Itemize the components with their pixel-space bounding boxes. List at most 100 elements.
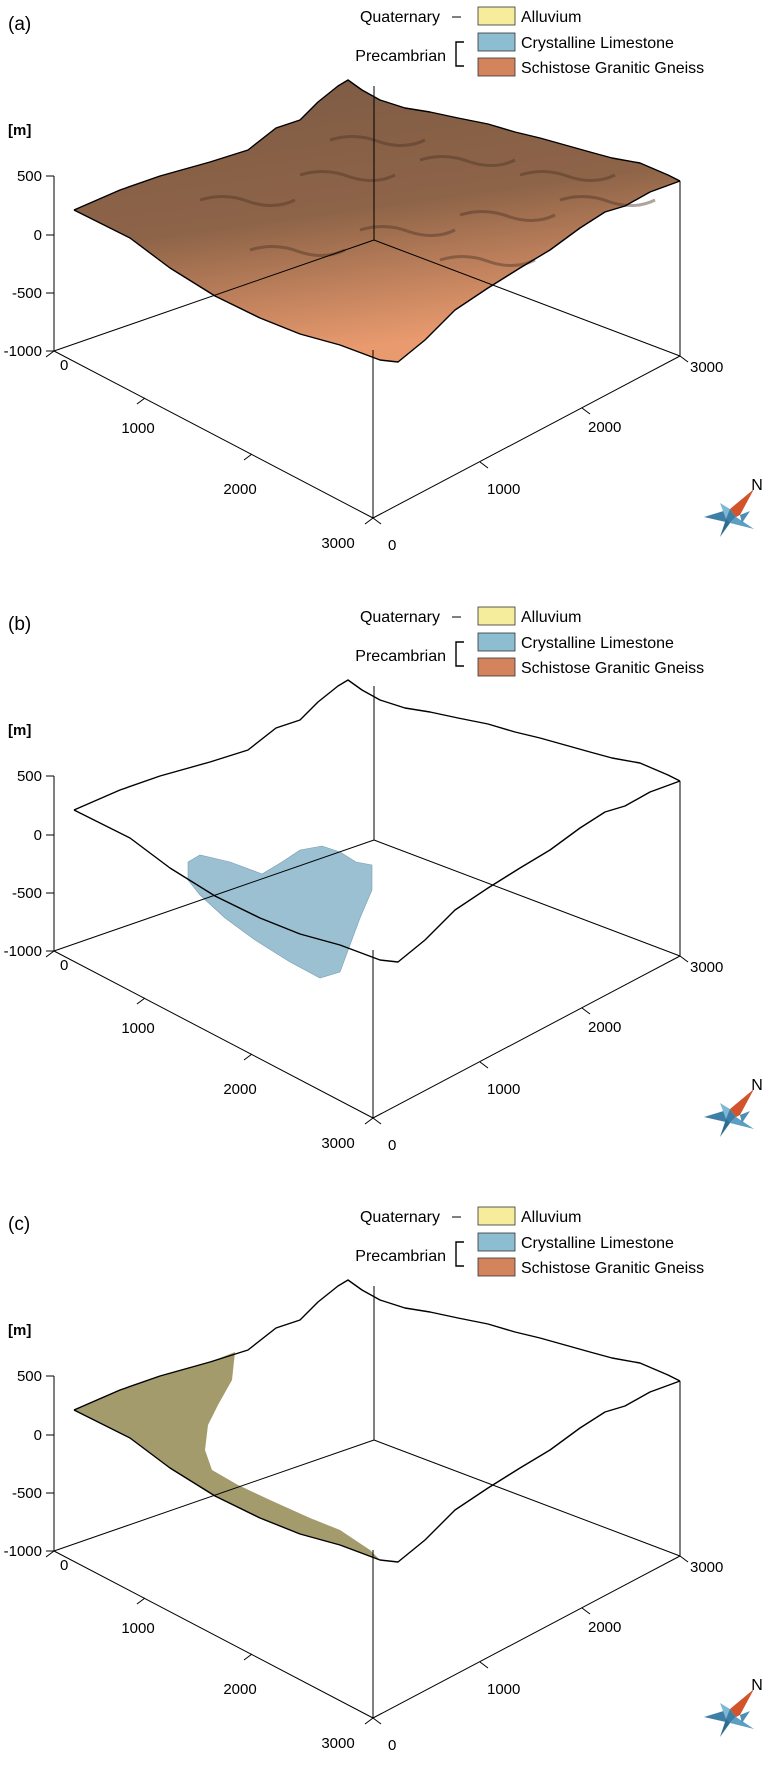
legend-swatch xyxy=(477,1232,516,1252)
terrain-valley xyxy=(459,210,556,222)
legend-unit-label: Schistose Granitic Gneiss xyxy=(521,1260,704,1277)
compass-rose-icon xyxy=(704,1689,754,1737)
y-tick-label: 2000 xyxy=(588,1619,621,1636)
panel-c: (c) Alluvium Crystalline Limestone Schistos… xyxy=(4,1206,763,1754)
x-tick xyxy=(45,350,55,358)
x-tick xyxy=(243,1053,253,1061)
z-axis-unit: [m] xyxy=(8,1322,31,1339)
x-tick-label: 3000 xyxy=(321,535,354,552)
legend: Alluvium Crystalline Limestone Schistose G… xyxy=(355,6,704,77)
panel-b: (b) Alluvium Crystalline Limestone Schistos… xyxy=(4,606,763,1154)
z-tick-label: -500 xyxy=(12,1485,42,1502)
legend: Alluvium Crystalline Limestone Schistose G… xyxy=(355,1206,704,1277)
alluvium-surface xyxy=(74,1352,380,1560)
x-tick-label: 2000 xyxy=(223,1681,256,1698)
panel-a: (a) Alluvium Crystalline Limestone Schistos… xyxy=(4,6,763,554)
x-tick-label: 2000 xyxy=(223,1081,256,1098)
x-tick xyxy=(136,397,146,405)
legend-bracket xyxy=(455,1241,464,1267)
y-tick xyxy=(479,1661,489,1669)
north-label: N xyxy=(751,1677,763,1694)
legend-swatch xyxy=(477,1257,516,1277)
y-tick xyxy=(581,407,591,415)
y-tick xyxy=(679,355,689,363)
legend-unit-label: Crystalline Limestone xyxy=(521,35,674,52)
x-tick xyxy=(45,950,55,958)
terrain-valley xyxy=(419,155,516,167)
y-tick xyxy=(372,517,382,525)
legend-group-label: Precambrian xyxy=(355,48,446,65)
compass-rose-icon xyxy=(704,489,754,537)
y-tick xyxy=(479,1061,489,1069)
z-axis-unit: [m] xyxy=(8,722,31,739)
legend-swatch xyxy=(477,32,516,52)
y-tick xyxy=(372,1717,382,1725)
y-tick xyxy=(679,955,689,963)
terrain-valley xyxy=(439,255,536,267)
legend-swatch xyxy=(477,1206,516,1226)
legend-swatch xyxy=(477,632,516,652)
legend-unit-label: Alluvium xyxy=(521,1209,581,1226)
x-tick-label: 3000 xyxy=(321,1735,354,1752)
x-tick-label: 2000 xyxy=(223,481,256,498)
legend-unit-label: Alluvium xyxy=(521,609,581,626)
y-tick-label: 1000 xyxy=(487,481,520,498)
north-label: N xyxy=(751,1077,763,1094)
x-tick-label: 0 xyxy=(60,1557,68,1574)
y-tick-label: 1000 xyxy=(487,1081,520,1098)
y-tick xyxy=(581,1007,591,1015)
x-tick-label: 1000 xyxy=(121,1620,154,1637)
panel-label: (a) xyxy=(8,14,31,35)
panel-label: (c) xyxy=(8,1214,30,1235)
legend-unit-label: Alluvium xyxy=(521,9,581,26)
z-tick-label: 500 xyxy=(17,768,42,785)
legend-unit-label: Crystalline Limestone xyxy=(521,635,674,652)
terrain-valley xyxy=(559,195,656,207)
y-tick-label: 0 xyxy=(388,537,396,554)
y-tick xyxy=(679,1555,689,1563)
z-tick-label: 500 xyxy=(17,1368,42,1385)
y-tick-label: 2000 xyxy=(588,419,621,436)
legend-bracket xyxy=(455,41,464,67)
x-tick-label: 3000 xyxy=(321,1135,354,1152)
legend-group-label: Quaternary xyxy=(360,1209,440,1226)
z-axis-unit: [m] xyxy=(8,122,31,139)
x-tick xyxy=(45,1550,55,1558)
legend: Alluvium Crystalline Limestone Schistose G… xyxy=(355,606,704,677)
y-tick-label: 0 xyxy=(388,1137,396,1154)
y-tick-label: 3000 xyxy=(690,1559,723,1576)
compass-rose-icon xyxy=(704,1089,754,1137)
north-label: N xyxy=(751,477,763,494)
z-tick-label: 0 xyxy=(34,227,42,244)
x-tick xyxy=(364,1717,374,1725)
terrain-valley xyxy=(329,135,426,147)
z-tick-label: 0 xyxy=(34,1427,42,1444)
terrain-front-line xyxy=(73,180,681,363)
terrain-valley xyxy=(359,225,456,237)
z-tick-label: -1000 xyxy=(4,943,42,960)
terrain-ridge-line xyxy=(73,1279,681,1411)
x-tick-label: 0 xyxy=(60,357,68,374)
terrain-valley xyxy=(199,195,296,207)
terrain-front-line xyxy=(73,1380,681,1563)
legend-unit-label: Schistose Granitic Gneiss xyxy=(521,660,704,677)
x-tick xyxy=(136,1597,146,1605)
x-tick xyxy=(136,997,146,1005)
z-tick-label: -1000 xyxy=(4,343,42,360)
terrain-valley xyxy=(299,170,396,182)
x-tick-label: 0 xyxy=(60,957,68,974)
x-tick xyxy=(364,517,374,525)
y-tick xyxy=(479,461,489,469)
legend-unit-label: Crystalline Limestone xyxy=(521,1235,674,1252)
legend-group-label: Precambrian xyxy=(355,648,446,665)
bounding-box xyxy=(53,686,681,1119)
y-tick xyxy=(581,1607,591,1615)
terrain-ridge-line xyxy=(73,79,681,211)
x-tick xyxy=(243,453,253,461)
x-tick xyxy=(364,1117,374,1125)
x-tick-label: 1000 xyxy=(121,420,154,437)
terrain-ridge-line xyxy=(73,679,681,811)
legend-group-label: Quaternary xyxy=(360,609,440,626)
